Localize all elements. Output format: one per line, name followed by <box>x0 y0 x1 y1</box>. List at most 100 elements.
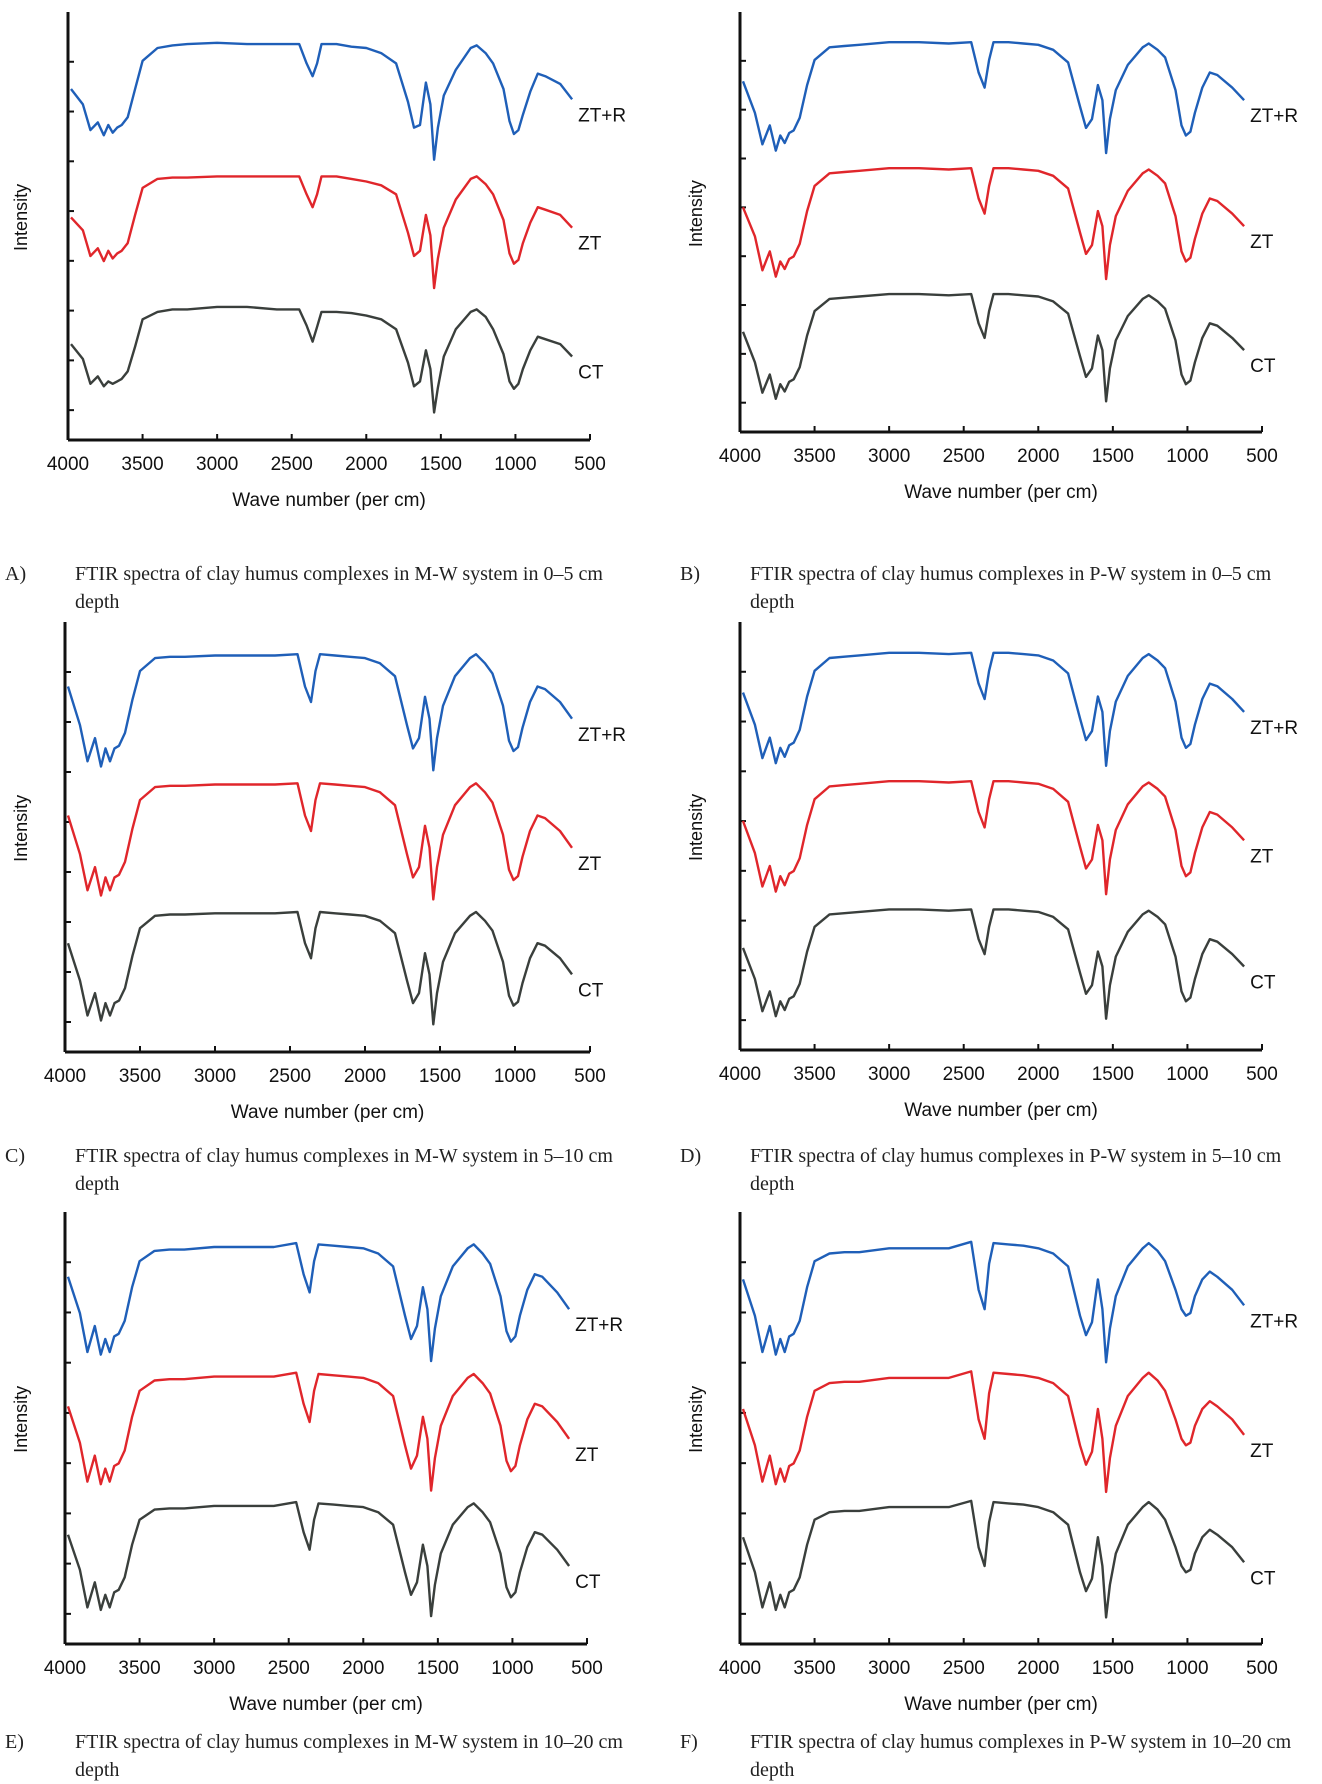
series-label: ZT+R <box>1250 1311 1298 1332</box>
series-label: ZT+R <box>578 725 626 746</box>
series-line-ct <box>741 292 1245 403</box>
x-tick-label: 500 <box>1246 446 1278 467</box>
x-tick-label: 1000 <box>1166 446 1208 467</box>
spectra-panel-f: 4000 3500 3000 2500 2000 1500 1000 500 Wave numb… <box>675 1200 1322 1727</box>
x-tick-label: 2000 <box>1017 1064 1059 1085</box>
x-tick-label: 2000 <box>345 454 387 475</box>
x-tick-label: 3000 <box>868 446 910 467</box>
spectra-svg: 4000 3500 3000 2500 2000 1500 1000 500 Wave numb… <box>686 12 1298 503</box>
x-tick-label: 3500 <box>121 454 163 475</box>
series-label: CT <box>578 363 604 384</box>
x-tick-label: 2500 <box>943 446 985 467</box>
x-tick-label: 4000 <box>44 1658 86 1679</box>
series-line-zt <box>70 175 573 290</box>
series-label: ZT <box>578 234 602 255</box>
x-tick-label: 1500 <box>420 454 462 475</box>
y-axis-label: Intensity <box>11 184 31 251</box>
x-tick-label: 2500 <box>271 454 313 475</box>
series-line-zt <box>66 1371 571 1492</box>
series-line-zt-plus-r <box>66 653 573 772</box>
y-axis-label: Intensity <box>686 794 706 861</box>
x-axis-label: Wave number (per cm) <box>232 490 426 511</box>
caption-text: FTIR spectra of clay humus complexes in … <box>75 563 603 613</box>
caption-text: FTIR spectra of clay humus complexes in … <box>750 1145 1282 1195</box>
x-tick-label: 1500 <box>1092 1658 1134 1679</box>
spectra-panel-a: 4000 3500 3000 2500 2000 1500 1000 500 Wave numb… <box>0 0 650 545</box>
y-axis-label: Intensity <box>11 795 31 862</box>
series-line-zt <box>66 782 573 901</box>
x-tick-label: 500 <box>574 454 606 475</box>
series-label: ZT+R <box>1250 106 1298 127</box>
caption-text: FTIR spectra of clay humus complexes in … <box>750 563 1272 613</box>
x-tick-label: 1500 <box>417 1658 459 1679</box>
series-line-zt <box>741 167 1245 281</box>
x-tick-label: 2000 <box>344 1066 386 1087</box>
series-line-zt-plus-r <box>741 41 1245 155</box>
series-label: ZT+R <box>575 1315 623 1336</box>
series-line-zt <box>741 780 1245 896</box>
x-tick-label: 1500 <box>419 1066 461 1087</box>
x-tick-label: 3000 <box>868 1064 910 1085</box>
x-tick-label: 2500 <box>268 1658 310 1679</box>
x-tick-label: 1000 <box>494 1066 536 1087</box>
series-line-zt-plus-r <box>70 41 574 161</box>
x-tick-label: 3500 <box>119 1066 161 1087</box>
x-tick-label: 1500 <box>1092 1064 1134 1085</box>
series-label: CT <box>1250 1568 1276 1589</box>
spectra-svg: 4000 3500 3000 2500 2000 1500 1000 500 Wave numb… <box>11 1212 623 1715</box>
caption-letter: D) <box>680 1145 702 1167</box>
x-tick-label: 2500 <box>943 1064 985 1085</box>
x-tick-label: 2000 <box>342 1658 384 1679</box>
x-tick-label: 1000 <box>491 1658 533 1679</box>
x-axis-label: Wave number (per cm) <box>904 1694 1098 1715</box>
series-line-ct <box>741 908 1245 1020</box>
series-line-ct <box>66 910 573 1026</box>
series-line-ct <box>741 1499 1246 1619</box>
series-label: ZT+R <box>578 105 626 126</box>
x-tick-label: 3500 <box>793 446 835 467</box>
spectra-svg: 4000 3500 3000 2500 2000 1500 1000 500 Wave numb… <box>11 622 626 1123</box>
x-tick-label: 1500 <box>1092 446 1134 467</box>
x-tick-label: 3000 <box>868 1658 910 1679</box>
series-line-ct <box>70 305 573 414</box>
caption-letter: F) <box>680 1731 698 1753</box>
x-tick-label: 1000 <box>1166 1658 1208 1679</box>
spectra-svg: 4000 3500 3000 2500 2000 1500 1000 500 Wave numb… <box>686 622 1298 1121</box>
x-tick-label: 4000 <box>47 454 89 475</box>
series-label: ZT <box>1250 1441 1274 1462</box>
series-label: ZT <box>1250 232 1274 253</box>
series-label: CT <box>578 980 604 1001</box>
x-tick-label: 4000 <box>719 446 761 467</box>
x-tick-label: 500 <box>574 1066 606 1087</box>
x-tick-label: 3000 <box>194 1066 236 1087</box>
spectra-panel-c: 4000 3500 3000 2500 2000 1500 1000 500 Wave numb… <box>0 610 650 1140</box>
x-axis-label: Wave number (per cm) <box>904 1100 1098 1121</box>
x-tick-label: 4000 <box>719 1064 761 1085</box>
spectra-svg: 4000 3500 3000 2500 2000 1500 1000 500 Wave numb… <box>11 12 626 511</box>
x-tick-label: 4000 <box>44 1066 86 1087</box>
series-line-ct <box>66 1500 571 1618</box>
x-tick-label: 3500 <box>793 1064 835 1085</box>
series-line-zt-plus-r <box>741 651 1245 767</box>
x-tick-label: 4000 <box>719 1658 761 1679</box>
caption-letter: E) <box>5 1731 24 1753</box>
series-label: CT <box>575 1572 601 1593</box>
x-tick-label: 3500 <box>793 1658 835 1679</box>
x-tick-label: 2500 <box>943 1658 985 1679</box>
x-axis-label: Wave number (per cm) <box>229 1694 423 1715</box>
series-line-zt-plus-r <box>741 1240 1246 1364</box>
y-axis-label: Intensity <box>686 180 706 247</box>
series-label: ZT <box>1250 846 1274 867</box>
y-axis-label: Intensity <box>11 1386 31 1453</box>
series-label: ZT <box>575 1445 599 1466</box>
caption-text: FTIR spectra of clay humus complexes in … <box>75 1145 613 1195</box>
spectra-panel-e: 4000 3500 3000 2500 2000 1500 1000 500 Wave numb… <box>0 1200 650 1727</box>
series-label: ZT+R <box>1250 718 1298 739</box>
x-tick-label: 3000 <box>193 1658 235 1679</box>
spectra-panel-d: 4000 3500 3000 2500 2000 1500 1000 500 Wave numb… <box>675 610 1322 1140</box>
x-tick-label: 2500 <box>269 1066 311 1087</box>
spectra-svg: 4000 3500 3000 2500 2000 1500 1000 500 Wave numb… <box>686 1212 1298 1715</box>
x-tick-label: 1000 <box>1166 1064 1208 1085</box>
x-axis-label: Wave number (per cm) <box>904 482 1098 503</box>
spectra-panel-b: 4000 3500 3000 2500 2000 1500 1000 500 Wave numb… <box>675 0 1322 545</box>
